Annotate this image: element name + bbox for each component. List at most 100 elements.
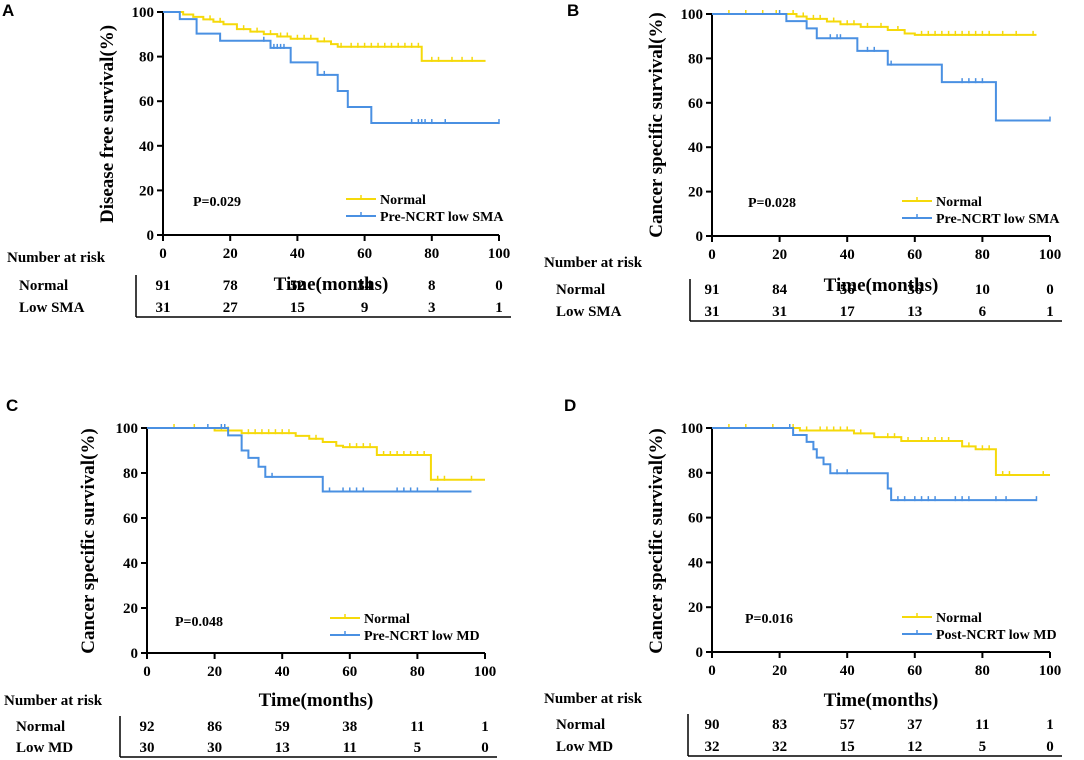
x-tick-label: 20 bbox=[772, 663, 787, 679]
legend-low: Post-NCRT low MD bbox=[936, 628, 1057, 643]
risk-value: 86 bbox=[207, 719, 223, 735]
risk-value: 3 bbox=[428, 300, 436, 316]
panel-label: B bbox=[567, 1, 579, 20]
risk-value: 30 bbox=[140, 740, 155, 756]
risk-value: 57 bbox=[840, 717, 856, 733]
x-tick-label: 60 bbox=[907, 663, 922, 679]
x-tick-label: 60 bbox=[357, 246, 372, 262]
risk-value: 31 bbox=[705, 304, 720, 320]
legend-normal: Normal bbox=[380, 193, 426, 208]
risk-label-normal: Normal bbox=[16, 719, 65, 735]
risk-label-normal: Normal bbox=[556, 282, 605, 298]
y-axis-label: Cancer specific survival(%) bbox=[78, 428, 99, 654]
x-tick-label: 0 bbox=[159, 246, 167, 262]
km-panel-b: B Cancer specific survival(%) Time(month… bbox=[544, 1, 1062, 322]
risk-value: 13 bbox=[275, 740, 290, 756]
x-tick-label: 100 bbox=[474, 664, 497, 680]
x-tick-label: 40 bbox=[290, 246, 305, 262]
x-tick-label: 40 bbox=[840, 247, 855, 263]
x-tick-label: 80 bbox=[975, 663, 990, 679]
y-tick-label: 60 bbox=[139, 94, 154, 110]
survival-curve-low bbox=[712, 427, 1037, 502]
risk-value: 6 bbox=[979, 304, 987, 320]
p-value: P=0.048 bbox=[175, 615, 223, 630]
risk-value: 1 bbox=[481, 719, 489, 735]
panel-label: C bbox=[6, 396, 18, 415]
risk-value: 1 bbox=[1046, 304, 1054, 320]
risk-header: Number at risk bbox=[544, 255, 643, 271]
km-panel-d: D Cancer specific survival(%) Time(month… bbox=[544, 396, 1062, 757]
y-tick-label: 80 bbox=[139, 50, 154, 66]
risk-label-low: Low MD bbox=[556, 739, 613, 755]
risk-value: 31 bbox=[772, 304, 787, 320]
risk-value: 10 bbox=[975, 282, 990, 298]
risk-value: 27 bbox=[223, 300, 239, 316]
km-panel-c: C Cancer specific survival(%) Time(month… bbox=[4, 396, 497, 758]
panel-label: A bbox=[2, 1, 14, 20]
p-value: P=0.028 bbox=[748, 196, 796, 211]
risk-value: 32 bbox=[705, 739, 720, 755]
risk-label-normal: Normal bbox=[556, 717, 605, 733]
p-value: P=0.016 bbox=[745, 612, 793, 627]
risk-value: 15 bbox=[840, 739, 855, 755]
panel-label: D bbox=[564, 396, 576, 415]
risk-value: 91 bbox=[156, 278, 171, 294]
survival-curve-normal bbox=[163, 11, 486, 62]
y-tick-label: 0 bbox=[696, 229, 704, 245]
risk-label-low: Low MD bbox=[16, 740, 73, 756]
risk-value: 5 bbox=[414, 740, 422, 756]
x-tick-label: 0 bbox=[708, 663, 716, 679]
risk-value: 36 bbox=[907, 282, 923, 298]
risk-value: 11 bbox=[343, 740, 357, 756]
x-tick-label: 80 bbox=[975, 247, 990, 263]
y-tick-label: 80 bbox=[688, 466, 703, 482]
x-tick-label: 100 bbox=[488, 246, 511, 262]
risk-value: 0 bbox=[481, 740, 489, 756]
x-tick-label: 0 bbox=[143, 664, 151, 680]
y-tick-label: 20 bbox=[139, 183, 154, 199]
x-tick-label: 100 bbox=[1039, 247, 1062, 263]
y-tick-label: 100 bbox=[132, 5, 155, 21]
y-tick-label: 40 bbox=[123, 556, 138, 572]
y-tick-label: 20 bbox=[688, 600, 703, 616]
y-axis-label: Disease free survival(%) bbox=[97, 25, 118, 223]
risk-value: 12 bbox=[907, 739, 922, 755]
legend-normal: Normal bbox=[936, 195, 982, 210]
risk-value: 8 bbox=[428, 278, 436, 294]
x-tick-label: 0 bbox=[708, 247, 716, 263]
risk-value: 32 bbox=[772, 739, 787, 755]
risk-value: 0 bbox=[495, 278, 503, 294]
risk-value: 17 bbox=[840, 304, 856, 320]
x-axis-label: Time(months) bbox=[824, 275, 939, 296]
legend-normal: Normal bbox=[936, 611, 982, 626]
risk-value: 5 bbox=[979, 739, 987, 755]
y-axis-label: Cancer specific survival(%) bbox=[646, 12, 667, 238]
risk-value: 1 bbox=[495, 300, 503, 316]
risk-value: 37 bbox=[907, 717, 923, 733]
y-tick-label: 80 bbox=[123, 466, 138, 482]
risk-value: 84 bbox=[772, 282, 788, 298]
y-tick-label: 60 bbox=[688, 511, 703, 527]
y-tick-label: 60 bbox=[688, 96, 703, 112]
y-tick-label: 0 bbox=[147, 228, 155, 244]
y-tick-label: 40 bbox=[139, 139, 154, 155]
risk-value: 31 bbox=[156, 300, 171, 316]
risk-value: 34 bbox=[357, 278, 373, 294]
x-tick-label: 20 bbox=[207, 664, 222, 680]
legend-low: Pre-NCRT low SMA bbox=[380, 210, 504, 225]
legend-normal: Normal bbox=[364, 612, 410, 627]
x-tick-label: 40 bbox=[275, 664, 290, 680]
survival-curve-normal bbox=[712, 427, 1050, 477]
risk-value: 78 bbox=[223, 278, 238, 294]
risk-label-normal: Normal bbox=[19, 278, 68, 294]
legend-low: Pre-NCRT low MD bbox=[364, 629, 480, 644]
risk-value: 11 bbox=[410, 719, 424, 735]
risk-header: Number at risk bbox=[7, 250, 106, 266]
risk-value: 30 bbox=[207, 740, 222, 756]
y-tick-label: 40 bbox=[688, 140, 703, 156]
risk-value: 15 bbox=[290, 300, 305, 316]
x-tick-label: 60 bbox=[907, 247, 922, 263]
risk-header: Number at risk bbox=[4, 693, 103, 709]
y-tick-label: 0 bbox=[696, 645, 704, 661]
risk-value: 13 bbox=[907, 304, 922, 320]
